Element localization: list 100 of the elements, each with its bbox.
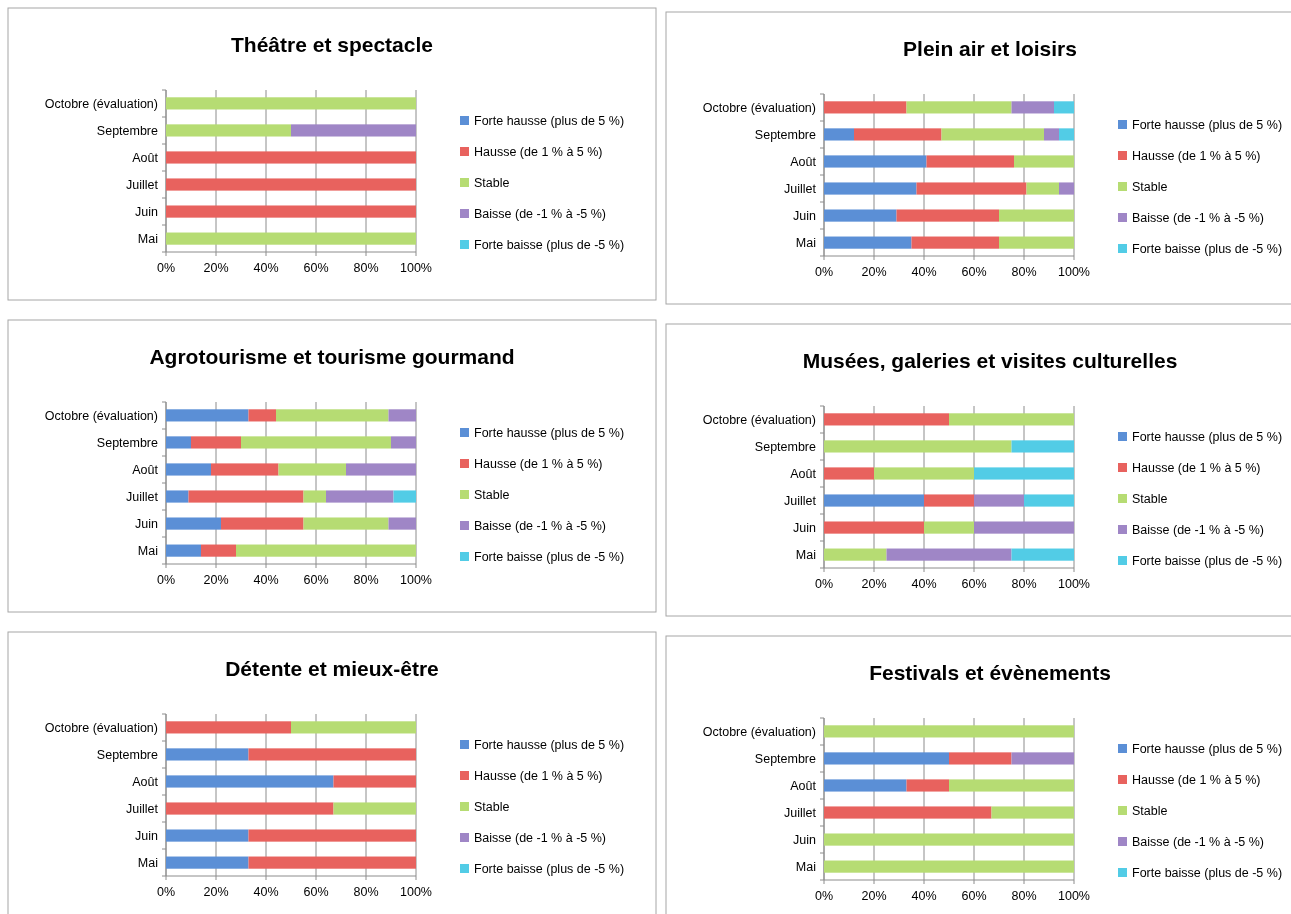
bar	[391, 436, 416, 449]
y-tick-label: Mai	[795, 860, 816, 875]
x-tick-label: 20%	[203, 261, 229, 275]
x-tick-label: 20%	[861, 889, 887, 903]
x-tick-label: 40%	[253, 261, 279, 275]
bar	[1059, 128, 1074, 141]
legend-label: Baisse (de -1 % à -5 %)	[1132, 522, 1264, 537]
x-tick-label: 100%	[1058, 889, 1090, 903]
y-tick-label: Mai	[795, 548, 816, 563]
x-tick-label: 80%	[1011, 265, 1037, 279]
bar	[166, 748, 249, 761]
y-tick-label: Octobre (évaluation)	[44, 96, 158, 111]
legend-label: Baisse (de -1 % à -5 %)	[1132, 210, 1264, 225]
bar	[333, 775, 416, 788]
bar	[824, 236, 912, 249]
legend-label: Forte hausse (plus de 5 %)	[1132, 117, 1283, 132]
chart-title: Musées, galeries et visites culturelles	[802, 349, 1178, 372]
bar	[166, 517, 221, 530]
bar	[949, 779, 1074, 792]
y-tick-label: Juin	[135, 205, 159, 220]
bar	[911, 236, 999, 249]
x-tick-label: 60%	[303, 573, 329, 587]
y-tick-label: Juillet	[126, 490, 159, 505]
legend-label: Baisse (de -1 % à -5 %)	[1132, 834, 1264, 849]
x-tick-label: 100%	[1058, 265, 1090, 279]
bar	[824, 101, 907, 114]
bar	[924, 494, 974, 507]
legend-label: Forte hausse (plus de 5 %)	[1132, 741, 1283, 756]
bar	[999, 236, 1074, 249]
bar	[824, 752, 949, 765]
bar	[824, 155, 927, 168]
x-tick-label: 0%	[814, 577, 834, 591]
x-tick-label: 0%	[814, 265, 834, 279]
bar	[824, 806, 992, 819]
x-tick-label: 0%	[156, 885, 176, 899]
bar	[824, 725, 1074, 738]
legend-label: Stable	[1132, 491, 1168, 506]
bar	[824, 779, 907, 792]
x-tick-label: 0%	[814, 889, 834, 903]
bar	[291, 721, 416, 734]
y-tick-label: Juillet	[784, 494, 817, 509]
legend-label: Hausse (de 1 % à 5 %)	[474, 144, 603, 159]
x-tick-label: 0%	[156, 573, 176, 587]
y-tick-label: Mai	[795, 236, 816, 251]
bar	[303, 490, 326, 503]
x-tick-label: 60%	[961, 265, 987, 279]
y-tick-label: Mai	[137, 856, 158, 871]
y-tick-label: Mai	[137, 544, 158, 559]
legend-label: Baisse (de -1 % à -5 %)	[474, 830, 606, 845]
bar	[241, 436, 391, 449]
bar	[333, 802, 416, 815]
bar	[824, 833, 1074, 846]
bar	[974, 467, 1074, 480]
legend-label: Hausse (de 1 % à 5 %)	[474, 456, 603, 471]
y-tick-label: Octobre (évaluation)	[702, 100, 816, 115]
chart-title: Plein air et loisirs	[903, 37, 1077, 60]
bar	[824, 440, 1012, 453]
bar	[236, 544, 416, 557]
bar	[854, 128, 942, 141]
x-tick-label: 80%	[353, 261, 379, 275]
x-tick-label: 40%	[911, 889, 937, 903]
bar	[824, 494, 924, 507]
y-tick-label: Septembre	[96, 435, 159, 450]
y-tick-label: Juin	[135, 829, 159, 844]
legend-label: Forte baisse (plus de -5 %)	[474, 549, 625, 564]
bar	[1011, 548, 1074, 561]
y-tick-label: Mai	[137, 232, 158, 247]
y-tick-label: Juillet	[126, 802, 159, 817]
x-tick-label: 0%	[156, 261, 176, 275]
bar	[166, 490, 189, 503]
legend-label: Stable	[474, 175, 510, 190]
x-tick-label: 40%	[253, 885, 279, 899]
bar	[346, 463, 416, 476]
bar	[1026, 182, 1059, 195]
legend-label: Hausse (de 1 % à 5 %)	[1132, 460, 1261, 475]
legend-label: Hausse (de 1 % à 5 %)	[474, 768, 603, 783]
x-tick-label: 20%	[203, 573, 229, 587]
y-tick-label: Juin	[793, 833, 817, 848]
bar	[886, 548, 1012, 561]
bar	[896, 209, 999, 222]
y-tick-label: Septembre	[96, 123, 159, 138]
x-tick-label: 60%	[961, 577, 987, 591]
bar	[824, 182, 917, 195]
y-tick-label: Juin	[135, 517, 159, 532]
bar	[326, 490, 394, 503]
x-tick-label: 80%	[1011, 889, 1037, 903]
bar	[824, 860, 1074, 873]
y-tick-label: Août	[132, 462, 159, 477]
bar	[949, 752, 1012, 765]
bar	[166, 721, 291, 734]
y-tick-label: Septembre	[96, 747, 159, 762]
legend-label: Stable	[1132, 803, 1168, 818]
bar	[824, 128, 854, 141]
y-tick-label: Juin	[793, 521, 817, 536]
bar	[388, 517, 416, 530]
y-tick-label: Octobre (évaluation)	[702, 412, 816, 427]
y-tick-label: Août	[790, 778, 817, 793]
x-tick-label: 80%	[353, 885, 379, 899]
x-tick-label: 40%	[911, 577, 937, 591]
bar	[824, 467, 874, 480]
